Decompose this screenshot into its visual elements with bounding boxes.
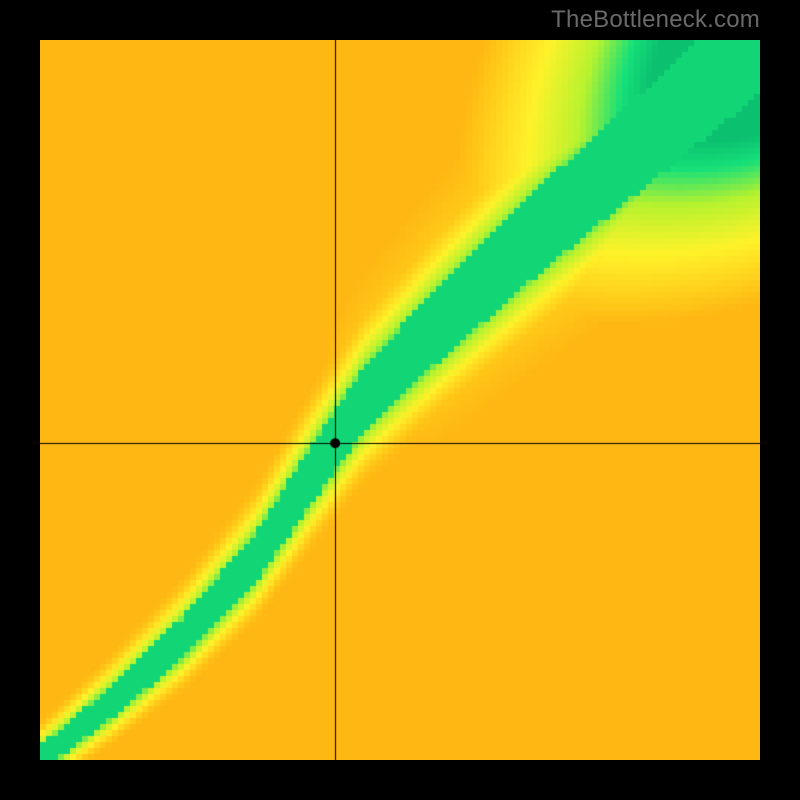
chart-container: TheBottleneck.com bbox=[0, 0, 800, 800]
watermark-label: TheBottleneck.com bbox=[551, 6, 760, 34]
bottleneck-heatmap bbox=[40, 40, 760, 760]
